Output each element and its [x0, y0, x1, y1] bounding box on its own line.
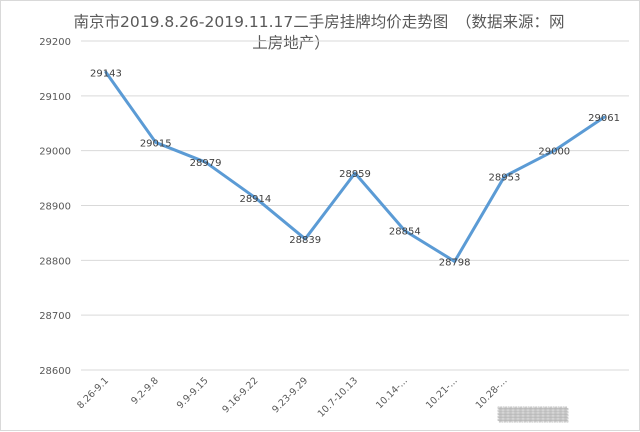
chart-title-line-1: 南京市2019.8.26-2019.11.17二手房挂牌均价走势图 （数据来源：…: [74, 13, 565, 31]
x-axis-tick-labels: 8.26-9.1 9.2-9.8 9.9-9.15 9.16-9.22 9.23-9.2…: [75, 375, 509, 419]
x-tick-label: 8.26-9.1: [75, 375, 111, 411]
data-label: 28854: [389, 227, 421, 238]
x-tick-label: 9.2-9.8: [129, 375, 161, 407]
series: [104, 70, 606, 263]
x-tick-label: 10.7-10.13: [316, 375, 360, 419]
x-tick-label: 9.23-9.29: [270, 375, 310, 415]
y-tick-label: 29000: [39, 147, 71, 158]
data-label: 29061: [588, 113, 620, 124]
data-label: 28914: [239, 194, 271, 205]
watermark-text: ▒▒▒▒▒▒▒: [498, 406, 569, 423]
chart-title: 南京市2019.8.26-2019.11.17二手房挂牌均价走势图 （数据来源：…: [74, 13, 565, 52]
chart-title-line-2: 上房地产）: [252, 34, 330, 52]
y-axis-tick-labels: 28600 28700 28800 28900 29000 29100 29200: [39, 37, 71, 377]
y-tick-label: 29100: [39, 92, 71, 103]
y-tick-label: 28900: [39, 202, 71, 213]
y-tick-label: 28600: [39, 366, 71, 377]
grid-lines: [81, 40, 629, 371]
data-label: 28959: [339, 169, 371, 180]
data-label: 29143: [90, 68, 122, 79]
data-label: 29000: [538, 147, 570, 158]
y-tick-label: 28800: [39, 256, 71, 267]
data-label: 29015: [140, 138, 172, 149]
y-tick-label: 29200: [39, 37, 71, 48]
y-tick-label: 28700: [39, 311, 71, 322]
x-tick-label: 10.14-...: [374, 375, 410, 411]
data-label: 28953: [489, 172, 521, 183]
data-label: 28798: [439, 257, 471, 268]
data-label: 28979: [190, 158, 222, 169]
x-tick-label: 9.9-9.15: [175, 375, 211, 411]
series-line: [104, 70, 606, 263]
watermark-logo: ▒▒▒▒▒▒▒: [498, 406, 570, 424]
data-labels: 29143 29015 28979 28914 28839 28959 28854 28798…: [90, 68, 620, 268]
data-label: 28839: [289, 235, 321, 246]
x-tick-label: 10.28-...: [474, 375, 510, 411]
x-tick-label: 9.16-9.22: [220, 375, 260, 415]
x-tick-label: 10.21-...: [424, 375, 460, 411]
